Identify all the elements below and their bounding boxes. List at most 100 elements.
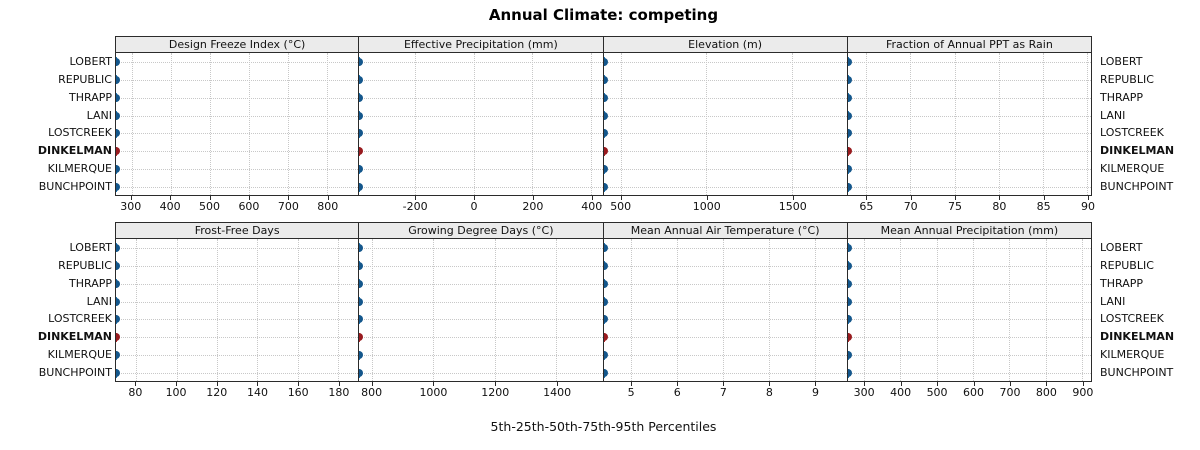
gridline-h [847, 355, 1091, 357]
site-label-left-kilmerque: KILMERQUE [47, 162, 112, 176]
gridline-h [116, 187, 359, 189]
axis-tick-label: 1400 [543, 386, 572, 399]
gridline-v [1087, 53, 1089, 195]
site-label-right-bunchpoint: BUNCHPOINT [1100, 366, 1174, 380]
median-dot [847, 165, 852, 174]
site-label-right-thrapp: THRAPP [1100, 276, 1143, 290]
median-dot [116, 369, 120, 378]
gridline-v [326, 53, 328, 195]
gridline-h [116, 301, 359, 303]
gridline-h [359, 97, 603, 99]
axis-tick-label: -200 [402, 200, 428, 213]
axis-tick-label: 75 [948, 200, 963, 213]
gridline-h [847, 115, 1091, 117]
median-dot [847, 93, 852, 102]
axis-tick-label: 500 [926, 386, 948, 399]
axis-tick-label: 400 [581, 200, 603, 213]
site-label-left-republic: REPUBLIC [58, 258, 112, 272]
gridline-v [722, 239, 724, 381]
axis-tick [209, 196, 211, 200]
median-dot [116, 297, 120, 306]
axis-tick [999, 196, 1001, 200]
gridline-v [494, 239, 496, 381]
site-label-left-kilmerque: KILMERQUE [47, 348, 112, 362]
site-label-left-lobert: LOBERT [69, 240, 112, 254]
gridline-v [620, 53, 622, 195]
gridline-v [473, 53, 475, 195]
gridline-v [248, 53, 250, 195]
axis-tick-label: 1000 [419, 386, 448, 399]
gridline-h [359, 283, 603, 285]
panel-strip-frost-free-days: Frost-Free Days [115, 222, 360, 239]
axis-tick-label: 65 [859, 200, 874, 213]
gridline-v [216, 239, 218, 381]
axis-tick [955, 196, 957, 200]
axis-tick [866, 196, 868, 200]
axis-tick-label: 800 [317, 200, 339, 213]
panel-title: Fraction of Annual PPT as Rain [885, 38, 1053, 51]
median-dot [847, 57, 852, 66]
axis-tick [248, 196, 250, 200]
gridline-h [603, 301, 847, 303]
median-dot [359, 261, 364, 270]
panel-title: Mean Annual Precipitation (mm) [880, 224, 1059, 237]
plot-title: Annual Climate: competing [488, 6, 719, 24]
gridline-h [603, 355, 847, 357]
axis-tick [706, 196, 708, 200]
median-dot [603, 111, 608, 120]
site-label-left-bunchpoint: BUNCHPOINT [38, 366, 112, 380]
gridline-h [603, 151, 847, 153]
site-label-right-republic: REPUBLIC [1100, 72, 1154, 86]
median-dot [847, 279, 852, 288]
median-dot [116, 93, 120, 102]
median-dot [603, 297, 608, 306]
axis-tick-label: 5 [627, 386, 635, 399]
site-label-right-lani: LANI [1100, 294, 1126, 308]
site-label-left-lostcreek: LOSTCREEK [48, 126, 112, 140]
gridline-h [603, 373, 847, 375]
axis-tick-label: 8 [765, 386, 773, 399]
site-label-left-thrapp: THRAPP [69, 276, 112, 290]
gridline-h [359, 337, 603, 339]
gridline-h [116, 115, 359, 117]
gridline-h [603, 115, 847, 117]
gridline-v [257, 239, 259, 381]
panel-strip-design-freeze-index: Design Freeze Index (°C) [115, 36, 360, 53]
site-label-left-lostcreek: LOSTCREEK [48, 312, 112, 326]
gridline-h [116, 169, 359, 171]
axis-tick-label: 1000 [692, 200, 721, 213]
gridline-h [116, 247, 359, 249]
site-label-right-lobert: LOBERT [1100, 54, 1143, 68]
median-dot [847, 243, 852, 252]
axis-tick [1009, 382, 1011, 386]
site-label-left-thrapp: THRAPP [69, 90, 112, 104]
median-dot [116, 129, 120, 138]
median-dot [359, 243, 364, 252]
axis-tick [257, 382, 259, 386]
gridline-v [910, 53, 912, 195]
median-dot [359, 333, 364, 342]
axis-tick [631, 382, 633, 386]
median-dot [603, 243, 608, 252]
gridline-v [768, 239, 770, 381]
axis-tick [130, 196, 132, 200]
panel-body-frost-free-days [115, 238, 360, 382]
panel-strip-mean-annual-precipitation: Mean Annual Precipitation (mm) [846, 222, 1092, 239]
axis-tick [433, 382, 435, 386]
axis-tick-label: 400 [890, 386, 912, 399]
gridline-v [414, 53, 416, 195]
axis-tick-label: 7 [719, 386, 727, 399]
gridline-v [170, 53, 172, 195]
gridline-h [847, 97, 1091, 99]
panel-title: Frost-Free Days [194, 224, 280, 237]
median-dot [116, 183, 120, 192]
median-dot [847, 111, 852, 120]
site-label-right-kilmerque: KILMERQUE [1100, 348, 1165, 362]
panel-body-effective-precipitation [358, 52, 604, 196]
gridline-h [603, 97, 847, 99]
axis-tick [620, 196, 622, 200]
panel-body-fraction-ppt-rain [846, 52, 1092, 196]
panel-strip-effective-precipitation: Effective Precipitation (mm) [358, 36, 604, 53]
axis-tick [1088, 196, 1089, 200]
